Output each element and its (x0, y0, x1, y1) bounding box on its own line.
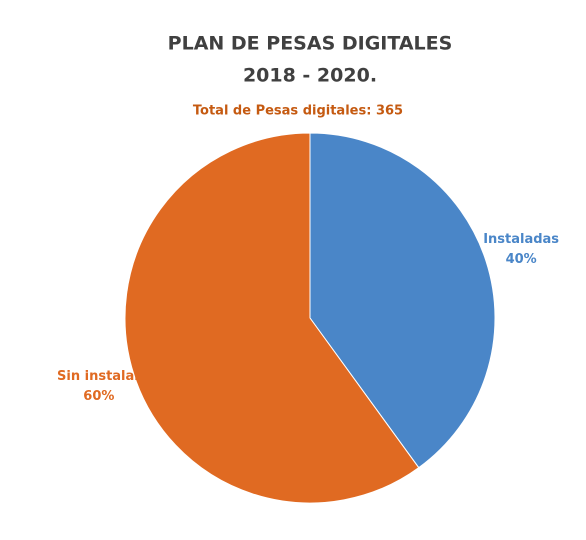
chart-title: PLAN DE PESAS DIGITALES (168, 33, 453, 55)
chart-subtitle: Total de Pesas digitales: 365 (193, 104, 403, 119)
slice-label: Sin instalar (57, 369, 141, 384)
slice-label: Instaladas (483, 232, 559, 247)
value-label: 60% (83, 389, 114, 404)
value-label: 40% (506, 252, 537, 267)
pie-slice (124, 132, 420, 504)
chart-title: 2018 - 2020. (243, 65, 377, 87)
pie-slice (309, 132, 496, 469)
